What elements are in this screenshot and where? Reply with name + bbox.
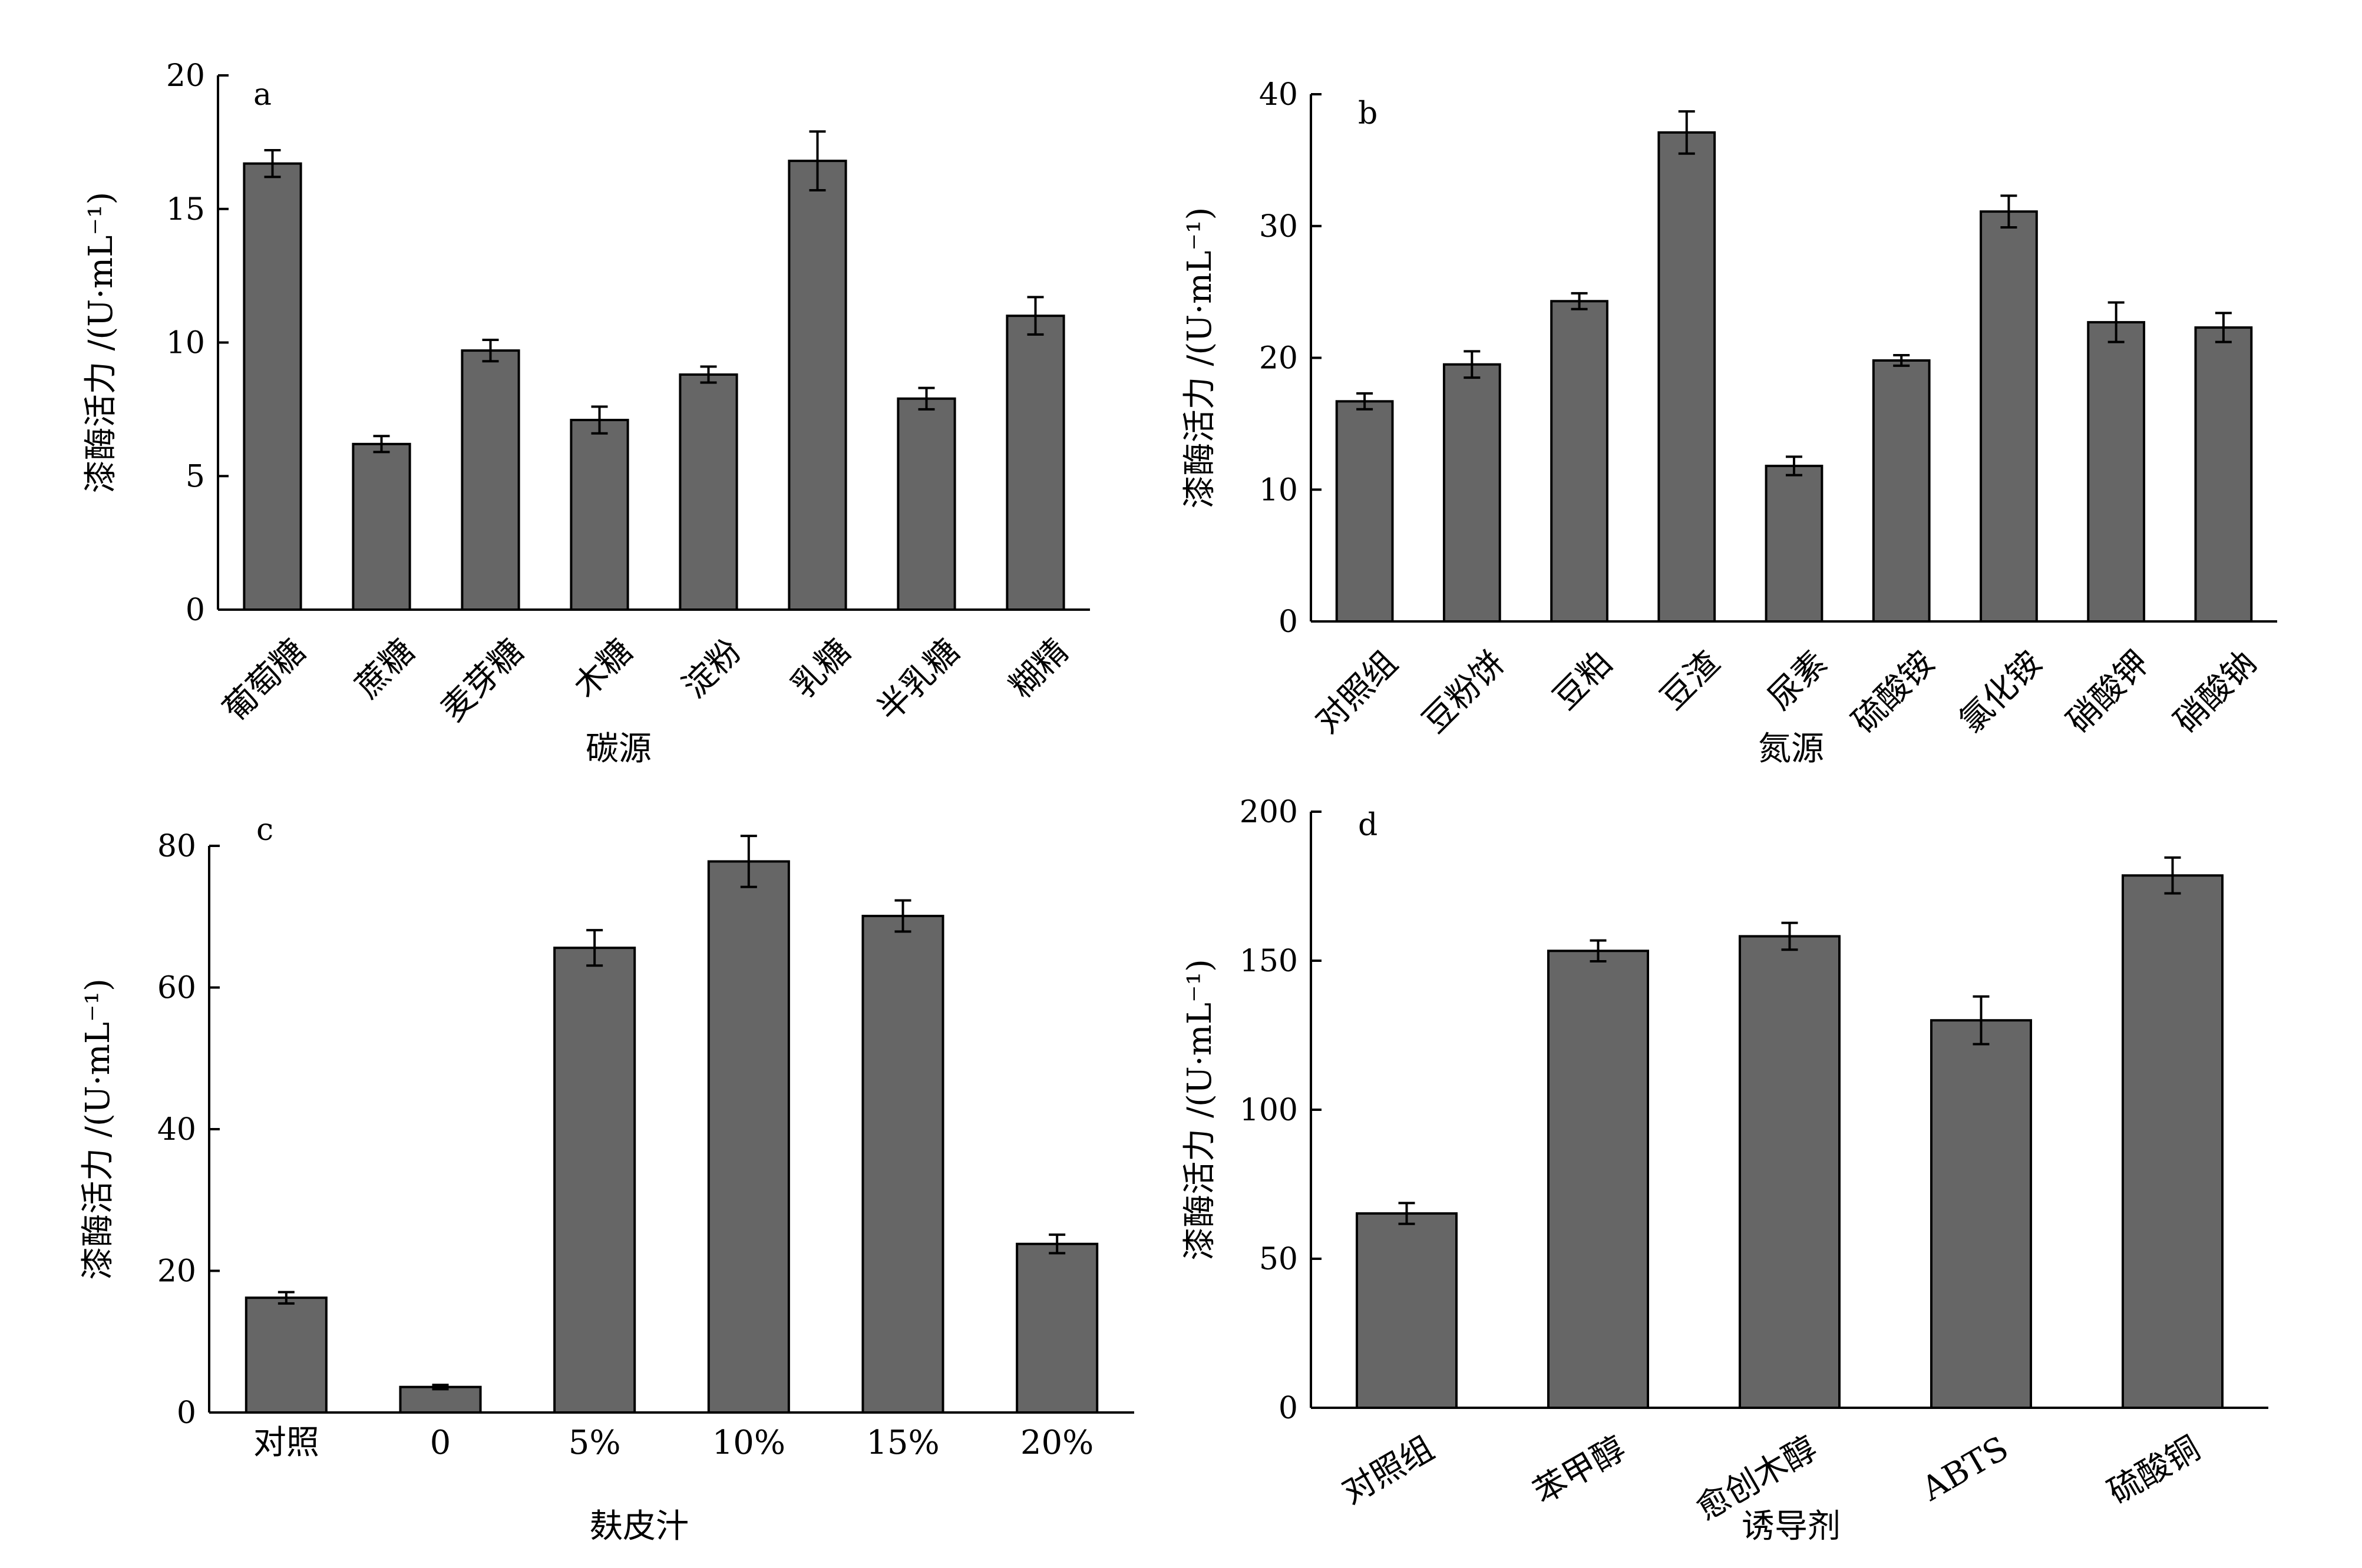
category-label: 对照组: [1308, 644, 1405, 741]
bar: [243, 162, 302, 611]
bar: [1739, 935, 1841, 1410]
category-label: 硝酸钠: [2167, 644, 2264, 741]
x-axis-title: 麸皮汁: [590, 1507, 689, 1546]
y-tick-label: 60: [157, 971, 196, 1006]
panel-letter: c: [256, 812, 273, 848]
category-label: 氯化铵: [1952, 644, 2049, 741]
y-tick-label: 0: [1279, 604, 1298, 640]
category-label: 硫酸铜: [2102, 1429, 2206, 1511]
bar: [1442, 363, 1501, 623]
panel-b-chart: 0 10 20 30 40 对照组 豆粉饼 豆粕 豆渣 尿素 硫酸铵 氯化铵 硝酸钾 硝酸钠 b 漆酶活力 /…: [1181, 77, 2277, 768]
bar: [1356, 1212, 1458, 1409]
y-tick-label: 20: [166, 58, 205, 94]
category-label: 硝酸钾: [2060, 644, 2157, 741]
category-label: 0: [430, 1424, 451, 1462]
x-axis-title: 碳源: [586, 730, 652, 768]
category-label: 5%: [569, 1424, 621, 1462]
category-label: 硫酸铵: [1845, 644, 1942, 741]
category-label: 乳糖: [784, 632, 858, 706]
bar: [1930, 1019, 2032, 1409]
category-label: 葡萄糖: [216, 632, 313, 729]
bar: [1765, 464, 1823, 623]
bar: [1980, 210, 2038, 623]
category-label: 对照: [253, 1424, 319, 1462]
bar: [897, 397, 956, 611]
bar: [679, 373, 738, 611]
y-tick-label: 0: [186, 593, 205, 628]
bar: [1657, 131, 1716, 623]
category-label: 豆粕: [1546, 644, 1620, 717]
y-axis-title: 漆酶活力 /(U·mL⁻¹): [1181, 207, 1219, 509]
category-label: 20%: [1020, 1424, 1094, 1462]
y-tick-label: 150: [1240, 944, 1298, 979]
bar: [707, 860, 790, 1414]
y-tick-label: 100: [1240, 1093, 1298, 1128]
bar: [1547, 950, 1649, 1409]
bar: [1550, 300, 1608, 623]
y-tick-label: 20: [1259, 341, 1298, 376]
category-label: 糊精: [1002, 632, 1076, 706]
category-label: 苯甲醇: [1527, 1429, 1632, 1511]
category-label: 麦芽糖: [434, 632, 531, 729]
x-axis-title: 氮源: [1758, 730, 1824, 768]
category-label: 15%: [866, 1424, 939, 1462]
category-label: 木糖: [566, 632, 640, 706]
panel-a-chart: 0 5 10 15 20 葡萄糖 蔗糖 麦芽糖 木糖 淀粉 乳糖 半乳糖 糊精 a 漆酶活力 /(U·mL⁻…: [82, 58, 1090, 768]
y-tick-label: 5: [186, 459, 205, 494]
category-label: 豆粉饼: [1415, 644, 1512, 741]
bar: [2122, 874, 2224, 1410]
y-tick-label: 10: [1259, 472, 1298, 508]
bar: [1872, 359, 1931, 623]
y-tick-label: 40: [157, 1112, 196, 1147]
y-tick-label: 30: [1259, 209, 1298, 244]
y-tick-label: 20: [157, 1254, 196, 1289]
bar: [352, 442, 411, 611]
y-tick-label: 80: [157, 829, 196, 864]
y-tick-label: 0: [1279, 1391, 1298, 1426]
panel-letter: b: [1358, 96, 1377, 131]
y-tick-label: 200: [1240, 795, 1298, 830]
category-label: 淀粉: [675, 632, 749, 706]
panel-c-chart: 0 20 40 60 80 对照 0 5% 10% 15% 20% c 漆酶活力 /(U·mL⁻¹) 麸皮…: [79, 812, 1134, 1546]
panel-letter: d: [1358, 808, 1377, 843]
y-tick-label: 15: [166, 192, 205, 227]
category-label: 蔗糖: [348, 632, 422, 706]
bar: [553, 947, 636, 1414]
bar: [570, 419, 629, 611]
panel-letter: a: [253, 77, 272, 113]
y-axis-title: 漆酶活力 /(U·mL⁻¹): [79, 978, 117, 1280]
y-tick-label: 50: [1259, 1242, 1298, 1277]
y-tick-label: 0: [177, 1395, 196, 1431]
bar: [788, 160, 847, 611]
category-label: 半乳糖: [870, 632, 967, 729]
bar: [1006, 315, 1065, 611]
category-label: 10%: [712, 1424, 785, 1462]
y-axis-title: 漆酶活力 /(U·mL⁻¹): [1181, 959, 1219, 1261]
bar: [861, 915, 944, 1414]
y-axis-title: 漆酶活力 /(U·mL⁻¹): [82, 192, 120, 494]
x-axis-title: 诱导剂: [1742, 1507, 1841, 1546]
bar: [1335, 400, 1394, 623]
category-label: 豆渣: [1653, 644, 1727, 717]
bar: [2087, 321, 2146, 623]
y-tick-label: 10: [166, 326, 205, 361]
category-label: ABTS: [1915, 1429, 2015, 1509]
y-tick-label: 40: [1259, 77, 1298, 113]
bar: [245, 1296, 328, 1414]
category-label: 尿素: [1761, 644, 1835, 717]
bar: [399, 1385, 482, 1414]
bar: [461, 349, 520, 611]
bar: [2194, 326, 2253, 623]
bar: [1016, 1242, 1099, 1414]
category-label: 对照组: [1336, 1429, 1441, 1511]
